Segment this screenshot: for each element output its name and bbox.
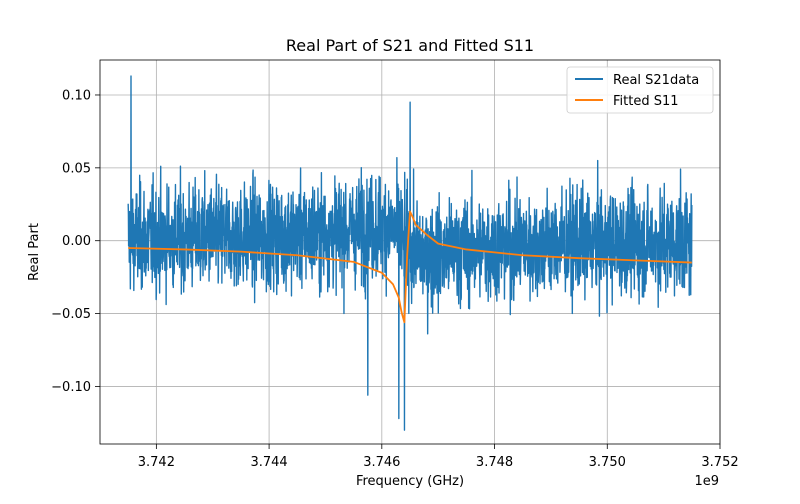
chart-title: Real Part of S21 and Fitted S11	[286, 36, 534, 55]
y-axis-label: Real Part	[27, 223, 42, 281]
series-real-s21data-line	[127, 75, 693, 431]
axes-frame	[99, 59, 721, 445]
x-tick-label: 3.750	[589, 455, 626, 470]
x-tick-label: 3.746	[363, 455, 400, 470]
x-tick-label: 3.742	[138, 455, 175, 470]
x-tick-label: 3.744	[250, 455, 287, 470]
legend-box	[566, 66, 714, 114]
x-tick-label: 3.752	[701, 455, 738, 470]
series-fitted-s11-line	[128, 210, 692, 324]
x-axis-offset-label: 1e9	[694, 474, 719, 489]
x-tick-label: 3.748	[476, 455, 513, 470]
y-tick-label: −0.05	[51, 307, 91, 322]
tick-layer: 3.742 3.744 3.746 3.748 3.750 3.752 −0.10 −0.05…	[51, 88, 738, 470]
y-tick-label: 0.10	[62, 88, 91, 103]
y-tick-label: 0.00	[62, 234, 91, 249]
legend: Real S21data Fitted S11	[566, 66, 714, 114]
legend-label-fitted-s11: Fitted S11	[613, 94, 679, 109]
x-axis-label: Frequency (GHz)	[356, 474, 464, 489]
legend-label-real-s21: Real S21data	[613, 73, 699, 88]
series-layer	[127, 75, 693, 431]
y-tick-label: −0.10	[51, 380, 91, 395]
y-tick-label: 0.05	[62, 161, 91, 176]
